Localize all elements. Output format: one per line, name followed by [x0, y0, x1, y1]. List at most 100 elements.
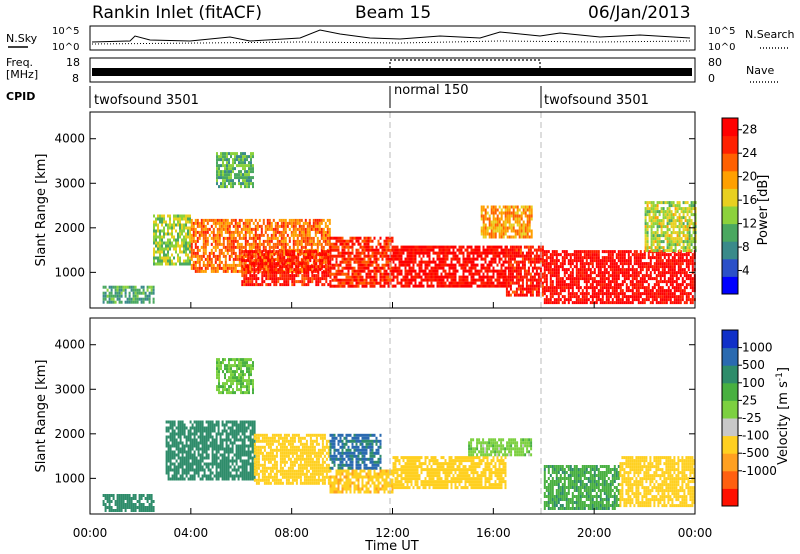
data-cell — [418, 248, 421, 252]
data-cell — [535, 257, 538, 261]
data-cell — [656, 231, 659, 235]
data-cell — [694, 237, 697, 241]
data-cell — [629, 259, 632, 263]
data-cell — [422, 278, 425, 282]
data-cell — [383, 242, 386, 246]
data-cell — [466, 257, 469, 261]
data-cell — [152, 297, 155, 301]
data-cell — [212, 254, 215, 258]
data-cell — [189, 232, 191, 236]
data-cell — [244, 152, 246, 156]
data-cell — [480, 205, 483, 209]
data-cell — [222, 269, 225, 273]
data-cell — [241, 274, 244, 278]
data-cell — [671, 274, 674, 278]
data-cell — [446, 245, 449, 249]
data-cell — [535, 284, 538, 288]
data-cell — [183, 247, 185, 251]
data-cell — [623, 277, 626, 281]
data-cell — [650, 246, 653, 250]
data-cell — [521, 284, 524, 288]
data-cell — [661, 259, 664, 263]
data-cell — [541, 272, 544, 276]
data-cell — [498, 254, 501, 258]
data-cell — [333, 266, 336, 270]
data-cell — [226, 164, 228, 168]
data-cell — [200, 218, 203, 222]
data-cell — [200, 230, 203, 234]
data-cell — [206, 266, 209, 270]
data-cell — [553, 292, 556, 296]
data-cell — [248, 176, 250, 180]
data-cell — [283, 283, 286, 287]
data-cell — [519, 272, 522, 276]
data-cell — [490, 260, 493, 264]
data-cell — [647, 262, 650, 266]
data-cell — [633, 274, 636, 278]
data-cell — [183, 214, 185, 218]
data-cell — [240, 182, 242, 186]
data-cell — [383, 269, 386, 273]
data-cell — [575, 259, 578, 263]
data-cell — [655, 274, 658, 278]
data-cell — [679, 292, 682, 296]
data-cell — [506, 208, 509, 212]
data-cell — [304, 218, 307, 222]
data-cell — [444, 251, 447, 255]
data-cell — [292, 239, 295, 243]
data-cell — [240, 230, 243, 234]
data-cell — [657, 262, 660, 266]
data-cell — [167, 238, 169, 242]
data-cell — [595, 286, 598, 290]
data-cell — [244, 236, 247, 240]
data-cell — [627, 286, 630, 290]
data-cell — [492, 266, 495, 270]
data-cell — [460, 245, 463, 249]
data-cell — [262, 239, 265, 243]
data-cell — [661, 292, 664, 296]
data-cell — [555, 283, 558, 287]
data-cell — [518, 217, 521, 221]
data-cell — [289, 265, 292, 269]
data-cell — [654, 222, 657, 226]
data-cell — [402, 284, 405, 288]
data-cell — [691, 262, 694, 266]
data-cell — [183, 259, 185, 263]
data-cell — [658, 201, 661, 205]
data-cell — [474, 263, 477, 267]
data-cell — [283, 277, 286, 281]
data-cell — [248, 155, 250, 159]
data-cell — [361, 275, 364, 279]
data-cell — [669, 262, 672, 266]
data-cell — [555, 280, 558, 284]
data-cell — [597, 253, 600, 257]
data-cell — [442, 269, 445, 273]
data-cell — [337, 245, 340, 249]
data-cell — [462, 272, 465, 276]
data-cell — [171, 259, 173, 263]
data-cell — [611, 301, 614, 305]
data-cell — [232, 161, 234, 165]
data-cell — [665, 253, 668, 257]
data-cell — [294, 221, 297, 225]
data-cell — [599, 298, 602, 302]
data-cell — [298, 221, 301, 225]
data-cell — [593, 292, 596, 296]
data-cell — [529, 245, 532, 249]
data-cell — [283, 259, 286, 263]
data-cell — [619, 283, 622, 287]
data-cell — [667, 295, 670, 299]
data-cell — [226, 224, 229, 228]
data-cell — [398, 251, 401, 255]
data-cell — [279, 283, 282, 287]
data-cell — [657, 265, 660, 269]
data-cell — [555, 268, 558, 272]
data-cell — [367, 242, 370, 246]
data-cell — [226, 269, 229, 273]
data-cell — [157, 250, 159, 254]
data-cell — [625, 277, 628, 281]
data-cell — [666, 219, 669, 223]
data-cell — [518, 220, 521, 224]
data-cell — [192, 260, 195, 264]
data-cell — [522, 235, 525, 239]
